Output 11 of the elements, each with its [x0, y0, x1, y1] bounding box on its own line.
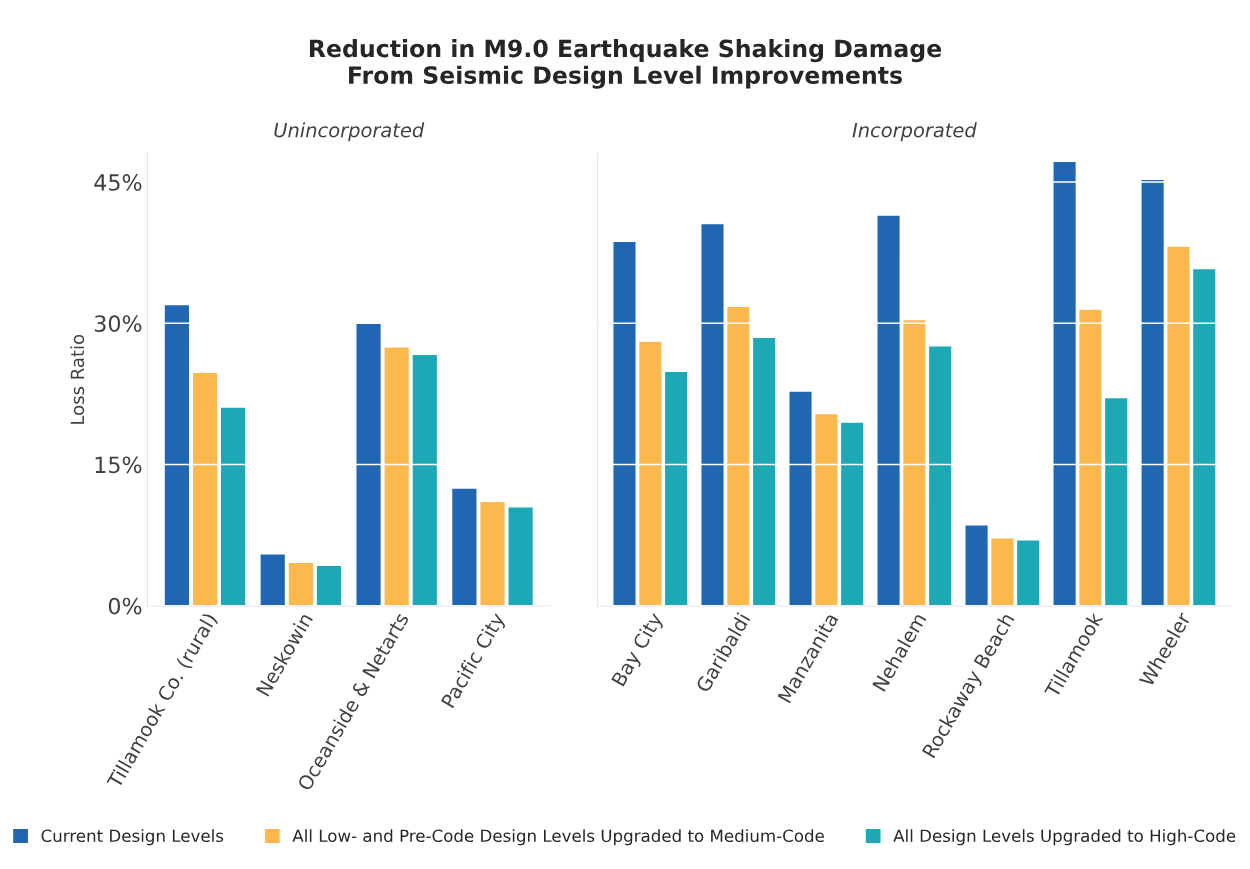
text: Reduction in M9.0 Earthquake Shaking Damage From Seismic Design Level Improvements [309, 39, 942, 89]
legend-label: All Low- and Pre-Code Design Levels Upgraded to Medium-Code [292, 829, 824, 846]
legend-label: Current Design Levels [41, 829, 224, 846]
y-axis-title: Loss Ratio [70, 334, 85, 424]
y-tick-label: 30% [94, 315, 142, 333]
y-tick-label: 0% [108, 597, 142, 615]
chart-subtitle: Unincorporated [274, 122, 425, 142]
chart-subtitle: Incorporated [852, 122, 977, 142]
y-tick-label: 45% [94, 174, 142, 191]
legend-label: All Design Levels Upgraded to High-Code [893, 829, 1236, 846]
y-tick-label: 15% [95, 456, 142, 474]
